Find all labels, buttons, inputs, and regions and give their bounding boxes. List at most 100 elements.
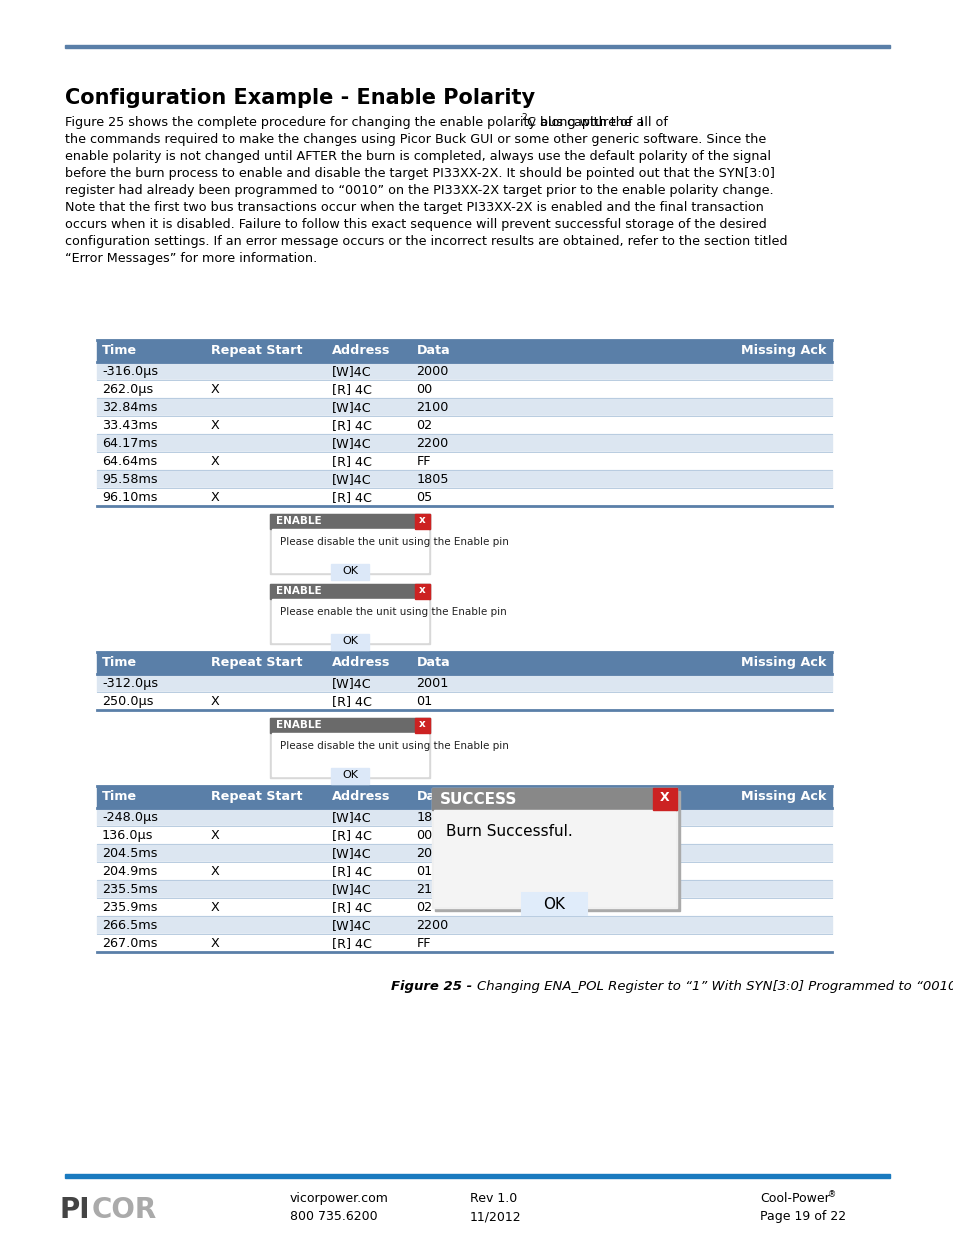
Text: Figure 25 shows the complete procedure for changing the enable polarity along wi: Figure 25 shows the complete procedure f… <box>65 116 643 128</box>
Text: ENABLE: ENABLE <box>275 516 321 526</box>
Text: X: X <box>211 454 219 468</box>
Text: Data: Data <box>416 656 450 669</box>
Text: the commands required to make the changes using Picor Buck GUI or some other gen: the commands required to make the change… <box>65 133 765 146</box>
Bar <box>272 599 428 642</box>
Bar <box>270 514 430 529</box>
Text: 204.9ms: 204.9ms <box>102 864 157 878</box>
Text: ®: ® <box>827 1191 836 1199</box>
Text: Cool-Power: Cool-Power <box>760 1192 829 1205</box>
Bar <box>97 452 831 471</box>
Text: 266.5ms: 266.5ms <box>102 919 157 932</box>
Bar <box>415 514 430 529</box>
Text: SUCCESS: SUCCESS <box>439 792 517 806</box>
Text: 02: 02 <box>416 419 433 432</box>
Text: FF: FF <box>416 937 431 950</box>
Text: Missing Ack: Missing Ack <box>740 656 825 669</box>
Bar <box>97 652 831 674</box>
Bar <box>272 529 428 572</box>
Bar <box>97 826 831 844</box>
Text: Page 19 of 22: Page 19 of 22 <box>760 1210 845 1223</box>
Bar <box>415 584 430 599</box>
Text: Repeat Start: Repeat Start <box>211 656 302 669</box>
Bar <box>652 788 677 810</box>
Text: 2100: 2100 <box>416 401 449 414</box>
Text: [R] 4C: [R] 4C <box>332 454 372 468</box>
Text: 250.0μs: 250.0μs <box>102 695 153 708</box>
Text: 05: 05 <box>416 492 433 504</box>
Text: 01: 01 <box>416 695 433 708</box>
Text: [R] 4C: [R] 4C <box>332 864 372 878</box>
Text: Address: Address <box>332 345 390 357</box>
Bar <box>97 398 831 416</box>
Text: -316.0μs: -316.0μs <box>102 366 158 378</box>
Text: 01: 01 <box>416 864 433 878</box>
Text: 64.64ms: 64.64ms <box>102 454 157 468</box>
Text: [W]4C: [W]4C <box>332 919 372 932</box>
Text: 32.84ms: 32.84ms <box>102 401 157 414</box>
Text: 1800: 1800 <box>416 811 449 824</box>
Bar <box>97 808 831 826</box>
Bar <box>97 488 831 506</box>
Bar <box>97 844 831 862</box>
Text: “Error Messages” for more information.: “Error Messages” for more information. <box>65 252 317 266</box>
Text: 2001: 2001 <box>416 847 449 860</box>
Text: 267.0ms: 267.0ms <box>102 937 157 950</box>
Bar <box>270 718 430 734</box>
Text: Note that the first two bus transactions occur when the target PI33XX-2X is enab: Note that the first two bus transactions… <box>65 201 763 214</box>
Text: Figure 25 -: Figure 25 - <box>391 981 476 993</box>
Bar <box>65 1174 889 1178</box>
Text: OK: OK <box>341 566 357 576</box>
Text: [W]4C: [W]4C <box>332 401 372 414</box>
Text: Time: Time <box>102 345 137 357</box>
Text: 02: 02 <box>416 902 433 914</box>
Text: 235.9ms: 235.9ms <box>102 902 157 914</box>
Bar <box>97 862 831 881</box>
Text: 95.58ms: 95.58ms <box>102 473 157 487</box>
Bar <box>97 934 831 952</box>
Text: 2001: 2001 <box>416 677 449 690</box>
Text: 00: 00 <box>416 829 433 842</box>
Bar <box>97 340 831 362</box>
Text: 11/2012: 11/2012 <box>470 1210 521 1223</box>
Text: [W]4C: [W]4C <box>332 366 372 378</box>
Text: [R] 4C: [R] 4C <box>332 492 372 504</box>
Text: 800 735.6200: 800 735.6200 <box>290 1210 377 1223</box>
Text: enable polarity is not changed until AFTER the burn is completed, always use the: enable polarity is not changed until AFT… <box>65 149 770 163</box>
Bar <box>97 898 831 916</box>
Text: before the burn process to enable and disable the target PI33XX-2X. It should be: before the burn process to enable and di… <box>65 167 774 180</box>
Text: [R] 4C: [R] 4C <box>332 383 372 396</box>
Text: FF: FF <box>416 454 431 468</box>
Text: -248.0μs: -248.0μs <box>102 811 158 824</box>
Bar <box>432 788 677 810</box>
Text: 2000: 2000 <box>416 366 449 378</box>
Text: X: X <box>211 829 219 842</box>
Text: X: X <box>659 790 669 804</box>
Bar <box>97 916 831 934</box>
Bar <box>415 718 430 734</box>
Text: Data: Data <box>416 345 450 357</box>
Text: vicorpower.com: vicorpower.com <box>290 1192 389 1205</box>
Text: Rev 1.0: Rev 1.0 <box>470 1192 517 1205</box>
Bar <box>97 471 831 488</box>
Bar <box>435 790 679 911</box>
Text: 2200: 2200 <box>416 437 448 450</box>
Bar <box>97 362 831 380</box>
Text: X: X <box>211 937 219 950</box>
Bar <box>97 674 831 692</box>
Bar <box>331 634 369 650</box>
Bar <box>270 718 430 778</box>
Text: ENABLE: ENABLE <box>275 585 321 597</box>
Text: 235.5ms: 235.5ms <box>102 883 157 897</box>
Text: [W]4C: [W]4C <box>332 473 372 487</box>
Text: 00: 00 <box>416 383 433 396</box>
Bar <box>270 584 430 599</box>
Text: ENABLE: ENABLE <box>275 720 321 730</box>
Text: 262.0μs: 262.0μs <box>102 383 153 396</box>
Text: X: X <box>211 419 219 432</box>
Text: [W]4C: [W]4C <box>332 811 372 824</box>
Bar <box>97 785 831 808</box>
Text: 96.10ms: 96.10ms <box>102 492 157 504</box>
Text: OK: OK <box>543 897 565 911</box>
Text: [R] 4C: [R] 4C <box>332 937 372 950</box>
Text: register had already been programmed to “0010” on the PI33XX-2X target prior to : register had already been programmed to … <box>65 184 773 198</box>
